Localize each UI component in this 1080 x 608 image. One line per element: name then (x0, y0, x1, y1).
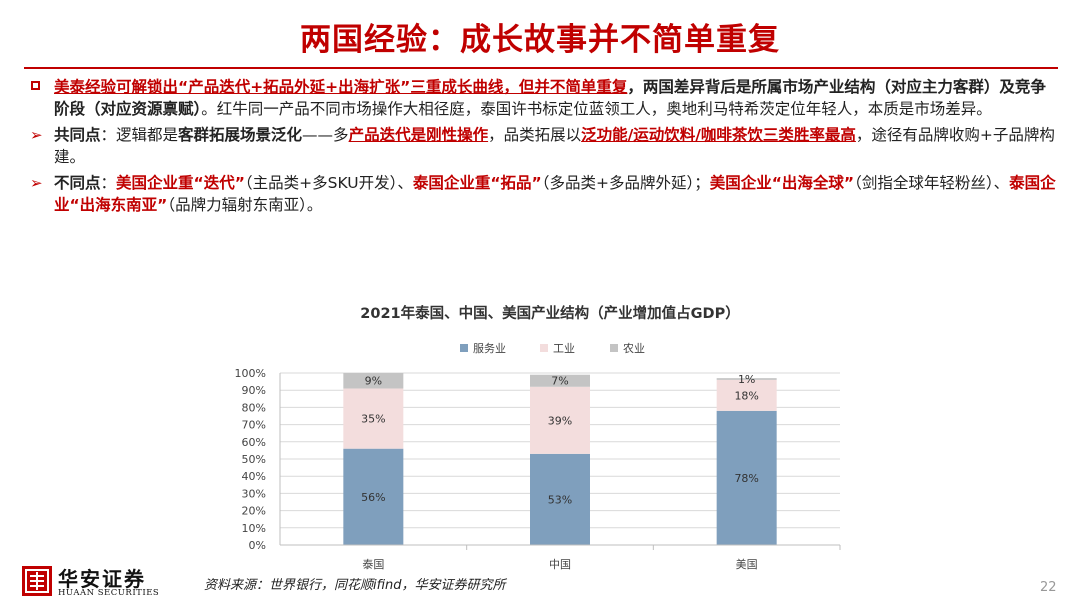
chart-bars: 56% 35% 9% 53% 39% 7% 78% 18% 1% (343, 373, 777, 545)
y-tick-label: 50% (242, 453, 266, 466)
x-tick-label: 中国 (549, 558, 571, 570)
data-label: 53% (548, 493, 572, 506)
bar-segment (530, 453, 590, 545)
data-label: 1% (738, 373, 755, 386)
bullet-common: ➢ 共同点：逻辑都是客群拓展场景泛化——多产品迭代是刚性操作，品类拓展以泛功能/… (30, 124, 1060, 168)
seal-icon (22, 566, 52, 596)
y-tick-label: 60% (242, 436, 266, 449)
common-text-4: ，途径有品牌收购+子品牌构建。 (54, 126, 1055, 166)
data-label: 18% (734, 389, 758, 402)
logo-name-cn: 华安证券 (58, 567, 146, 591)
y-tick-label: 20% (242, 505, 266, 518)
data-label: 78% (734, 472, 758, 485)
page-number: 22 (1040, 580, 1057, 595)
bar-segment (716, 379, 777, 411)
legend-label: 农业 (623, 341, 645, 355)
legend-label: 工业 (553, 342, 575, 355)
summary-highlight: 美泰经验可解锁出“产品迭代+拓品外延+出海扩张”三重成长曲线，但并不简单重复 (54, 78, 628, 96)
common-text-3: ，品类拓展以 (488, 126, 582, 144)
y-tick-label: 0% (249, 539, 266, 552)
different-text-4: （品牌力辐射东南亚）。 (167, 196, 323, 214)
y-tick-label: 80% (242, 401, 266, 414)
logo-name-en: HUAAN SECURITIES (58, 588, 160, 598)
bar-segment (716, 378, 777, 380)
data-label: 39% (548, 414, 572, 427)
bullet-different: ➢ 不同点：美国企业重“迭代”（主品类+多SKU开发）、泰国企业重“拓品”（多品… (30, 172, 1060, 216)
summary-text: 。红牛同一产品不同市场操作大相径庭，泰国许书标定位蓝领工人，奥地利马特希茨定位年… (201, 100, 992, 118)
data-label: 9% (365, 375, 382, 388)
bar-segment (530, 374, 590, 387)
source-note: 资料来源：世界银行，同花顺ifind，华安证券研究所 (204, 578, 506, 593)
x-tick-label: 美国 (736, 558, 758, 570)
bullet-list: 美泰经验可解锁出“产品迭代+拓品外延+出海扩张”三重成长曲线，但并不简单重复，两… (30, 76, 1060, 220)
different-highlight-1: 美国企业重“迭代” (116, 174, 245, 192)
stacked-bar-chart: 服务业 工业 农业 0% 10% 20% 30% 40% 50% 60% 70% 80% 90% 100… (235, 341, 841, 570)
legend-swatch (610, 344, 618, 352)
y-axis: 0% 10% 20% 30% 40% 50% 60% 70% 80% 90% 100% (235, 367, 281, 552)
data-label: 56% (361, 491, 385, 504)
common-bold-1: 客群拓展场景泛化 (178, 126, 303, 144)
different-text-1: （主品类+多SKU开发）、 (244, 174, 413, 192)
different-highlight-2: 泰国企业重“拓品” (412, 174, 542, 192)
common-highlight-2: 泛功能/运动饮料/咖啡茶饮三类胜率最高 (581, 126, 856, 144)
y-tick-label: 40% (242, 470, 266, 483)
different-colon: ： (100, 174, 117, 192)
bar-segment (343, 448, 404, 545)
y-tick-label: 70% (242, 419, 266, 432)
legend-label: 服务业 (473, 342, 506, 355)
y-tick-label: 90% (242, 384, 266, 397)
arrow-bullet-icon: ➢ (30, 174, 43, 192)
bullet-summary: 美泰经验可解锁出“产品迭代+拓品外延+出海扩张”三重成长曲线，但并不简单重复，两… (30, 76, 1060, 120)
common-text-1: ：逻辑都是 (100, 126, 179, 144)
chart-title: 2021年泰国、中国、美国产业结构（产业增加值占GDP） (360, 306, 740, 322)
different-highlight-4: 泰国企业“出海东南亚” (54, 174, 1056, 214)
common-text-2: ——多 (302, 126, 349, 144)
common-label: 共同点 (54, 126, 101, 144)
different-text-2: （多品类+多品牌外延）； (541, 174, 710, 192)
title-divider (24, 67, 1058, 69)
y-tick-label: 100% (235, 367, 266, 380)
legend-swatch (540, 344, 548, 352)
common-highlight-1: 产品迭代是刚性操作 (348, 126, 489, 144)
x-axis: 泰国 中国 美国 (280, 544, 841, 570)
x-tick-label: 泰国 (362, 557, 384, 570)
different-highlight-3: 美国企业“出海全球” (709, 174, 855, 192)
slide-title: 两国经验：成长故事并不简单重复 (300, 22, 780, 58)
bar-segment (343, 373, 404, 389)
data-label: 35% (361, 413, 385, 426)
y-tick-label: 10% (242, 522, 266, 535)
bar-segment (530, 386, 590, 454)
legend-swatch (460, 344, 468, 352)
different-label: 不同点 (54, 174, 101, 192)
summary-bold: ，两国差异背后是所属市场产业结构（对应主力客群）及竞争阶段（对应资源禀赋） (54, 78, 1046, 118)
arrow-bullet-icon: ➢ (30, 126, 43, 144)
bar-segment (716, 410, 777, 545)
square-bullet-icon (31, 81, 40, 90)
y-tick-label: 30% (242, 487, 266, 500)
different-text-3: （剑指全球年轻粉丝）、 (854, 174, 1010, 192)
bar-segment (343, 388, 404, 449)
data-label: 7% (551, 375, 568, 388)
chart-legend: 服务业 工业 农业 (460, 341, 645, 355)
